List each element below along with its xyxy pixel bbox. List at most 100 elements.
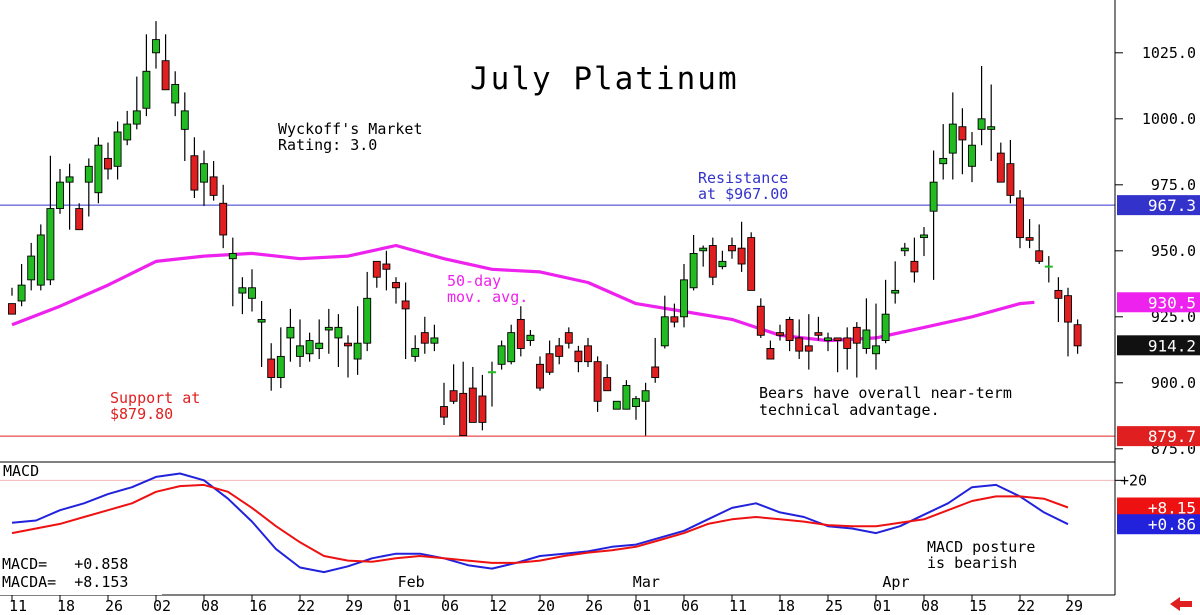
- candle-39: [382, 250, 391, 291]
- candle-body-35: [344, 342, 352, 347]
- candle-99: [958, 108, 967, 175]
- y-tick-label-2: 975.0: [1151, 176, 1196, 194]
- candle-96: [929, 150, 938, 280]
- candle-body-61: [593, 361, 602, 402]
- candle-86: [833, 337, 842, 373]
- x-tick-label-21: 22: [1017, 597, 1035, 615]
- candle-83: [804, 314, 813, 370]
- candle-44: [430, 324, 439, 352]
- candle-25: [248, 269, 256, 312]
- candle-54: [526, 330, 535, 346]
- x-tick-label-14: 06: [681, 597, 699, 615]
- candle-body-94: [910, 260, 919, 273]
- candle-13: [132, 76, 141, 130]
- candle-body-44: [430, 337, 439, 344]
- candle-body-96: [929, 181, 938, 212]
- macd-series-line-0: [11, 472, 1069, 574]
- candle-body-31: [305, 340, 314, 355]
- support-value-label: 879.7: [1148, 427, 1196, 446]
- candle-body-15: [152, 39, 160, 54]
- candle-63: [612, 400, 621, 410]
- candle-body-90: [872, 345, 880, 355]
- candle-94: [910, 237, 919, 283]
- candle-body-89: [862, 329, 871, 349]
- candle-body-95: [920, 234, 928, 239]
- candle-body-66: [641, 390, 650, 402]
- candle-body-104: [1006, 163, 1015, 196]
- candle-body-83: [804, 345, 813, 352]
- candle-body-73: [708, 245, 717, 278]
- candle-9: [94, 137, 103, 204]
- candle-27: [267, 343, 276, 391]
- candle-body-10: [104, 157, 112, 170]
- candle-body-80: [776, 332, 784, 336]
- candle-8: [84, 158, 93, 217]
- candle-77: [747, 232, 756, 291]
- candle-107: [1035, 224, 1044, 264]
- candle-body-109: [1054, 289, 1063, 299]
- candle-body-59: [574, 350, 583, 363]
- ma-value-label: 930.5: [1148, 293, 1196, 312]
- candle-71: [689, 234, 698, 291]
- candle-body-60: [584, 345, 592, 363]
- candle-12: [123, 110, 132, 146]
- candle-55: [536, 356, 544, 391]
- macda-readout: MACDA= +8.153: [2, 573, 128, 591]
- candle-body-92: [891, 289, 900, 294]
- candle-body-28: [276, 355, 285, 378]
- candle-109: [1054, 277, 1063, 323]
- candle-body-20: [200, 163, 208, 183]
- candle-body-16: [161, 60, 170, 91]
- candle-body-103: [996, 152, 1005, 183]
- candle-21: [209, 161, 218, 201]
- candle-57: [555, 337, 564, 365]
- candle-body-45: [440, 406, 448, 418]
- scroll-left-arrow-icon[interactable]: [1170, 597, 1192, 611]
- x-tick-label-15: 11: [729, 597, 747, 615]
- candle-29: [286, 308, 295, 362]
- candle-79: [766, 340, 775, 360]
- candle-15: [152, 21, 160, 69]
- month-label-3: Apr: [882, 573, 909, 591]
- candle-body-65: [632, 398, 640, 408]
- candle-88: [852, 322, 861, 378]
- candle-body-3: [36, 234, 45, 286]
- macda-value-label: +8.15: [1148, 499, 1196, 518]
- candle-body-58: [564, 332, 573, 344]
- candle-10: [104, 142, 112, 180]
- candle-body-27: [267, 358, 276, 378]
- macd-readout-box: [0, 553, 162, 595]
- candle-11: [113, 121, 122, 180]
- y-tick-label-5: 900.0: [1151, 374, 1196, 392]
- candle-body-88: [852, 326, 861, 344]
- candle-body-54: [526, 334, 535, 342]
- candle-101: [977, 66, 986, 146]
- candle-5: [56, 168, 64, 214]
- x-tick-label-16: 18: [777, 597, 795, 615]
- candle-110: [1064, 287, 1072, 357]
- candle-36: [353, 306, 362, 375]
- x-tick-label-20: 15: [969, 597, 987, 615]
- candle-20: [200, 150, 208, 206]
- candle-49: [478, 374, 487, 431]
- resistance-annotation-1: Resistance: [698, 169, 788, 187]
- candle-78: [756, 298, 765, 338]
- candle-23: [228, 237, 237, 307]
- y-tick-label-0: 1025.0: [1142, 44, 1196, 62]
- candle-97: [939, 124, 948, 180]
- candle-74: [718, 250, 727, 270]
- candle-body-106: [1025, 237, 1034, 241]
- candle-body-43: [420, 332, 429, 344]
- candle-body-93: [900, 247, 909, 252]
- candle-47: [459, 361, 468, 437]
- candle-body-0: [8, 303, 16, 315]
- support-annotation-2: $879.80: [110, 405, 173, 423]
- candle-body-34: [334, 326, 343, 339]
- candle-body-86: [833, 337, 842, 342]
- candle-body-78: [756, 305, 765, 336]
- macd-annotation-1: MACD posture: [927, 538, 1035, 556]
- candle-31: [305, 332, 314, 362]
- candle-38: [372, 260, 381, 288]
- candle-body-25: [248, 287, 256, 299]
